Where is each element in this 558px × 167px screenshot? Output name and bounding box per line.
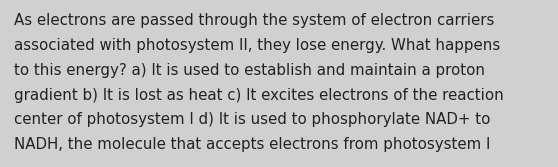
Text: NADH, the molecule that accepts electrons from photosystem I: NADH, the molecule that accepts electron… <box>14 137 490 152</box>
Text: to this energy? a) It is used to establish and maintain a proton: to this energy? a) It is used to establi… <box>14 63 485 78</box>
Text: center of photosystem I d) It is used to phosphorylate NAD+ to: center of photosystem I d) It is used to… <box>14 112 490 127</box>
Text: gradient b) It is lost as heat c) It excites electrons of the reaction: gradient b) It is lost as heat c) It exc… <box>14 88 504 103</box>
Text: As electrons are passed through the system of electron carriers: As electrons are passed through the syst… <box>14 13 494 28</box>
Text: associated with photosystem II, they lose energy. What happens: associated with photosystem II, they los… <box>14 38 500 53</box>
